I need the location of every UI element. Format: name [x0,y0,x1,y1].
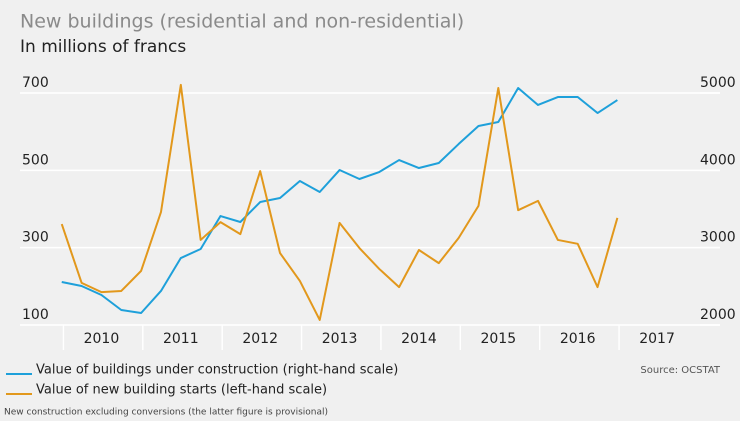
y2-tick-label: 3000 [700,230,736,246]
x-tick-label: 2017 [639,331,675,347]
legend-label: Value of buildings under construction (r… [36,363,398,378]
chart-title: New buildings (residential and non-resid… [20,11,464,33]
y2-tick-label: 4000 [700,152,736,168]
x-tick-label: 2012 [242,331,278,347]
y-tick-label: 100 [22,307,49,323]
y-tick-label: 500 [22,152,49,168]
x-tick-label: 2014 [401,331,437,347]
legend-label: Value of new building starts (left-hand … [36,383,327,398]
x-tick-label: 2016 [560,331,596,347]
series-line [61,87,618,315]
note: New construction excluding conversions (… [4,408,328,418]
y2-tick-label: 2000 [700,307,736,323]
y-tick-label: 300 [22,230,49,246]
y-tick-label: 700 [22,75,49,91]
chart-subtitle: In millions of francs [20,37,186,57]
x-tick-label: 2011 [163,331,199,347]
y2-tick-label: 5000 [700,75,736,91]
series-line [60,83,619,321]
source: Source: OCSTAT [640,365,720,376]
x-tick-label: 2010 [84,331,120,347]
x-tick-label: 2013 [322,331,358,347]
x-tick-label: 2015 [480,331,516,347]
